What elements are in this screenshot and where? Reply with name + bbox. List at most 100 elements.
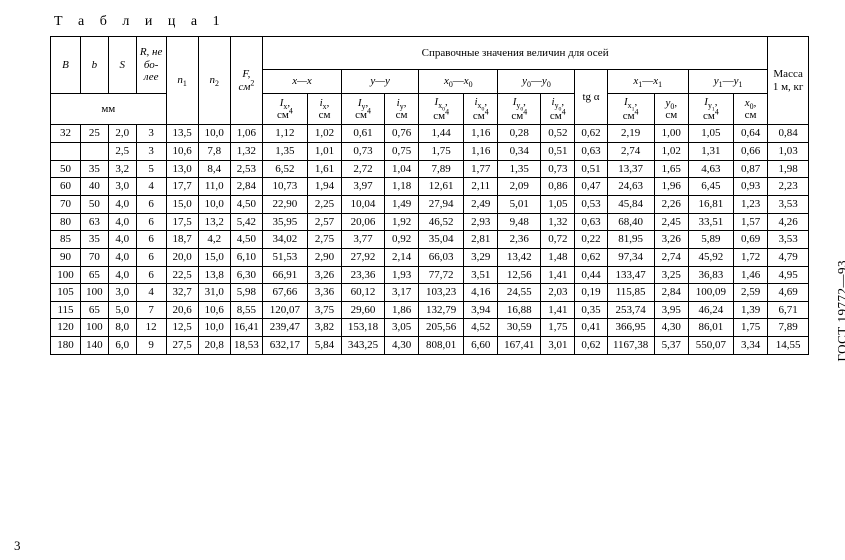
- table-cell: 1,32: [541, 213, 575, 231]
- table-cell: 133,47: [607, 266, 654, 284]
- table-cell: 0,69: [733, 231, 767, 249]
- table-cell: 1,31: [688, 143, 733, 161]
- col-B: B: [51, 37, 81, 94]
- table-cell: 167,41: [498, 337, 541, 355]
- table-cell: 1,75: [541, 319, 575, 337]
- table-cell: 24,63: [607, 178, 654, 196]
- table-cell: 120,07: [262, 301, 307, 319]
- table-cell: 0,34: [498, 143, 541, 161]
- table-row: 90704,0620,015,06,1051,532,9027,922,1466…: [51, 248, 809, 266]
- table-cell: 1,72: [733, 248, 767, 266]
- table-cell: 12,61: [419, 178, 464, 196]
- table-cell: 13,0: [166, 160, 198, 178]
- table-cell: 115: [51, 301, 81, 319]
- table-cell: 15,0: [198, 248, 230, 266]
- table-cell: 1,98: [768, 160, 809, 178]
- table-cell: 3,01: [541, 337, 575, 355]
- col-tga: tg α: [575, 70, 607, 125]
- table-cell: 77,72: [419, 266, 464, 284]
- table-cell: 2,14: [384, 248, 418, 266]
- table-cell: 14,55: [768, 337, 809, 355]
- table-cell: 2,5: [108, 143, 136, 161]
- table-cell: 2,84: [654, 284, 688, 302]
- table-cell: 12,56: [498, 266, 541, 284]
- table-cell: 1,02: [307, 125, 341, 143]
- table-cell: 85: [51, 231, 81, 249]
- table-cell: 6,45: [688, 178, 733, 196]
- col-iy: iy,см: [384, 94, 418, 125]
- table-cell: 2,25: [307, 195, 341, 213]
- table-cell: 3,77: [342, 231, 385, 249]
- table-cell: 2,0: [108, 125, 136, 143]
- table-cell: 20,8: [198, 337, 230, 355]
- table-cell: 17,7: [166, 178, 198, 196]
- table-cell: 6: [136, 195, 166, 213]
- table-cell: 2,11: [464, 178, 498, 196]
- table-cell: 1,57: [733, 213, 767, 231]
- table-row: 80634,0617,513,25,4235,952,5720,061,9246…: [51, 213, 809, 231]
- table-cell: 180: [51, 337, 81, 355]
- table-cell: 66,03: [419, 248, 464, 266]
- table-cell: 0,62: [575, 337, 607, 355]
- table-cell: 16,41: [230, 319, 262, 337]
- table-cell: 6: [136, 248, 166, 266]
- table-cell: 1,86: [384, 301, 418, 319]
- table-cell: 132,79: [419, 301, 464, 319]
- table-cell: 35,04: [419, 231, 464, 249]
- table-cell: 239,47: [262, 319, 307, 337]
- table-cell: 7,89: [419, 160, 464, 178]
- col-Ix1: Ix1,см4: [607, 94, 654, 125]
- table-cell: 8,0: [108, 319, 136, 337]
- table-cell: 1,93: [384, 266, 418, 284]
- table-cell: 35: [80, 160, 108, 178]
- table-cell: 100: [80, 284, 108, 302]
- col-Iy0: Iy0,см4: [498, 94, 541, 125]
- table-cell: 31,0: [198, 284, 230, 302]
- table-cell: 2,93: [464, 213, 498, 231]
- table-cell: 0,63: [575, 213, 607, 231]
- table-cell: 1,02: [654, 143, 688, 161]
- col-ix0: ix0,см4: [464, 94, 498, 125]
- table-cell: 0,73: [541, 160, 575, 178]
- col-y0y0: y0—y0: [498, 70, 575, 94]
- table-cell: 1167,38: [607, 337, 654, 355]
- table-cell: 2,36: [498, 231, 541, 249]
- table-cell: 6,0: [108, 337, 136, 355]
- table-cell: 5,0: [108, 301, 136, 319]
- table-cell: 1,35: [498, 160, 541, 178]
- table-cell: 3,0: [108, 284, 136, 302]
- table-cell: 25: [80, 125, 108, 143]
- table-cell: 632,17: [262, 337, 307, 355]
- table-cell: 30,59: [498, 319, 541, 337]
- table-cell: 2,45: [654, 213, 688, 231]
- table-cell: 4,0: [108, 248, 136, 266]
- table-cell: 2,49: [464, 195, 498, 213]
- table-cell: 16,81: [688, 195, 733, 213]
- table-cell: 6,52: [262, 160, 307, 178]
- table-cell: 70: [51, 195, 81, 213]
- table-cell: 81,95: [607, 231, 654, 249]
- table-cell: 0,92: [384, 231, 418, 249]
- table-cell: 35: [80, 231, 108, 249]
- table-cell: 60: [51, 178, 81, 196]
- table-cell: 253,74: [607, 301, 654, 319]
- table-cell: 97,34: [607, 248, 654, 266]
- table-cell: 46,24: [688, 301, 733, 319]
- table-cell: 3,26: [307, 266, 341, 284]
- table-cell: 1,41: [541, 301, 575, 319]
- table-cell: 3,26: [654, 231, 688, 249]
- col-n2: n2: [198, 37, 230, 125]
- table-cell: 3,95: [654, 301, 688, 319]
- col-iy0: iy0,см4: [541, 94, 575, 125]
- table-cell: 32,7: [166, 284, 198, 302]
- table-cell: 4,50: [230, 195, 262, 213]
- col-Iy1: Iy1,см4: [688, 94, 733, 125]
- table-cell: 40: [80, 178, 108, 196]
- table-cell: 2,74: [607, 143, 654, 161]
- table-cell: 5,98: [230, 284, 262, 302]
- table-cell: 3: [136, 143, 166, 161]
- table-cell: 6,30: [230, 266, 262, 284]
- table-cell: 1,16: [464, 125, 498, 143]
- table-cell: 4,95: [768, 266, 809, 284]
- table-cell: 45,84: [607, 195, 654, 213]
